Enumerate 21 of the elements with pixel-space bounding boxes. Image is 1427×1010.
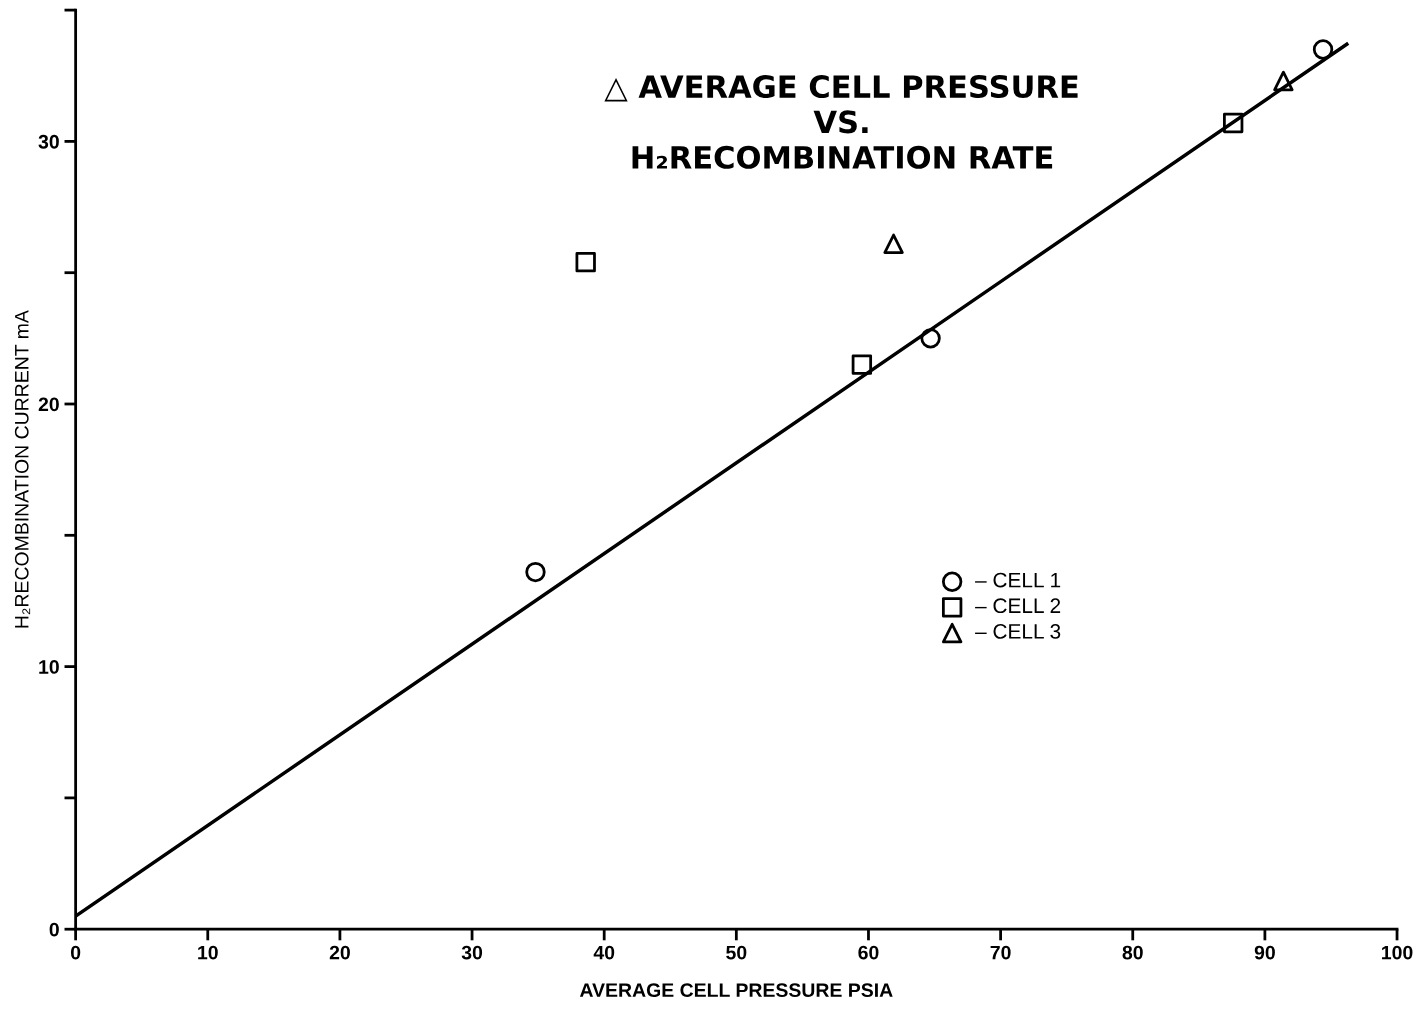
legend-label: – CELL 2 (975, 598, 1061, 614)
text: △ AVERAGE CELL PRESSURE VS. H₂RECOMBINATION RATE (604, 74, 1078, 169)
x-tick-label: 50 (726, 945, 747, 960)
legend-label: – CELL 3 (975, 624, 1061, 639)
y-tick-label: 30 (38, 134, 59, 149)
x-tick-label: 70 (990, 945, 1011, 960)
x-tick-label: 60 (858, 945, 879, 960)
y-tick-label: 0 (49, 922, 59, 937)
x-tick-label: 0 (70, 945, 81, 960)
x-tick-label: 90 (1254, 945, 1275, 960)
legend-label: – CELL 1 (975, 572, 1061, 588)
y-tick-label: 10 (39, 660, 59, 674)
x-tick-label: 20 (329, 945, 350, 960)
y-axis-title: H₂RECOMBINATION CURRENT mA (14, 310, 31, 628)
x-tick-label: 30 (461, 945, 483, 960)
x-tick-label: 80 (1122, 945, 1143, 960)
x-tick-label: 100 (1382, 945, 1413, 960)
x-tick-label: 10 (198, 945, 218, 960)
y-tick-label: 20 (38, 397, 59, 412)
x-axis-title: AVERAGE CELL PRESSURE PSIA (579, 983, 893, 998)
x-tick-label: 40 (593, 945, 615, 960)
